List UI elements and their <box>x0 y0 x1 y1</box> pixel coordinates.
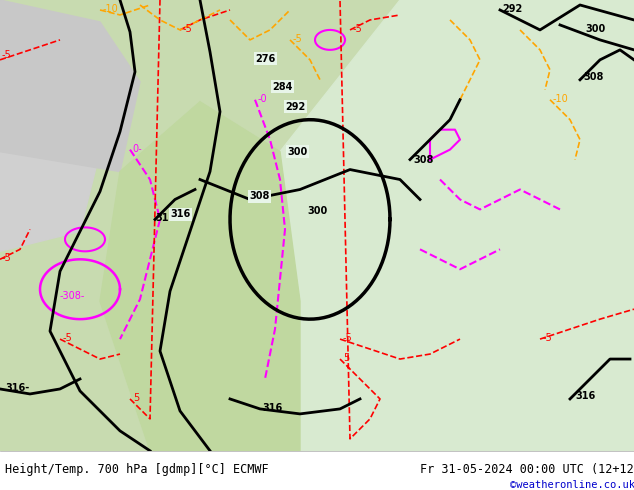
Text: 316: 316 <box>155 214 175 223</box>
Text: 276: 276 <box>255 54 275 64</box>
Polygon shape <box>0 0 140 172</box>
Text: -5: -5 <box>183 24 193 34</box>
Polygon shape <box>100 102 300 451</box>
Text: -5: -5 <box>293 34 303 44</box>
Text: 316-: 316- <box>5 383 29 393</box>
Text: 308: 308 <box>248 194 268 203</box>
Text: 5: 5 <box>343 353 349 363</box>
Text: -10: -10 <box>103 4 119 14</box>
Text: 300: 300 <box>287 147 307 157</box>
Text: 308: 308 <box>249 192 269 201</box>
Text: -5: -5 <box>2 253 12 263</box>
Text: -5: -5 <box>2 50 12 60</box>
Text: 316: 316 <box>262 403 282 413</box>
Text: 5: 5 <box>133 393 139 403</box>
Text: -5: -5 <box>543 333 553 343</box>
Text: -308-: -308- <box>60 291 86 301</box>
Polygon shape <box>0 52 100 251</box>
Text: 308: 308 <box>413 154 434 165</box>
Text: 316: 316 <box>170 209 190 220</box>
Text: 300: 300 <box>307 206 327 217</box>
Polygon shape <box>0 0 634 451</box>
Polygon shape <box>280 0 634 451</box>
Text: 308: 308 <box>583 72 604 82</box>
Text: 300: 300 <box>585 24 605 34</box>
Text: ©weatheronline.co.uk: ©weatheronline.co.uk <box>510 480 634 490</box>
Text: Fr 31-05-2024 00:00 UTC (12+12): Fr 31-05-2024 00:00 UTC (12+12) <box>420 464 634 476</box>
Text: 0-: 0- <box>132 144 141 153</box>
Text: -5: -5 <box>63 333 73 343</box>
Text: 316: 316 <box>575 391 595 401</box>
Text: 284: 284 <box>272 82 292 92</box>
Text: -0: -0 <box>258 94 268 104</box>
Text: Height/Temp. 700 hPa [gdmp][°C] ECMWF: Height/Temp. 700 hPa [gdmp][°C] ECMWF <box>5 464 269 476</box>
Text: -5: -5 <box>343 333 353 343</box>
Text: -5: -5 <box>353 24 363 34</box>
Text: 292: 292 <box>502 4 522 14</box>
Text: 292: 292 <box>285 102 305 112</box>
Text: -10: -10 <box>553 94 569 104</box>
